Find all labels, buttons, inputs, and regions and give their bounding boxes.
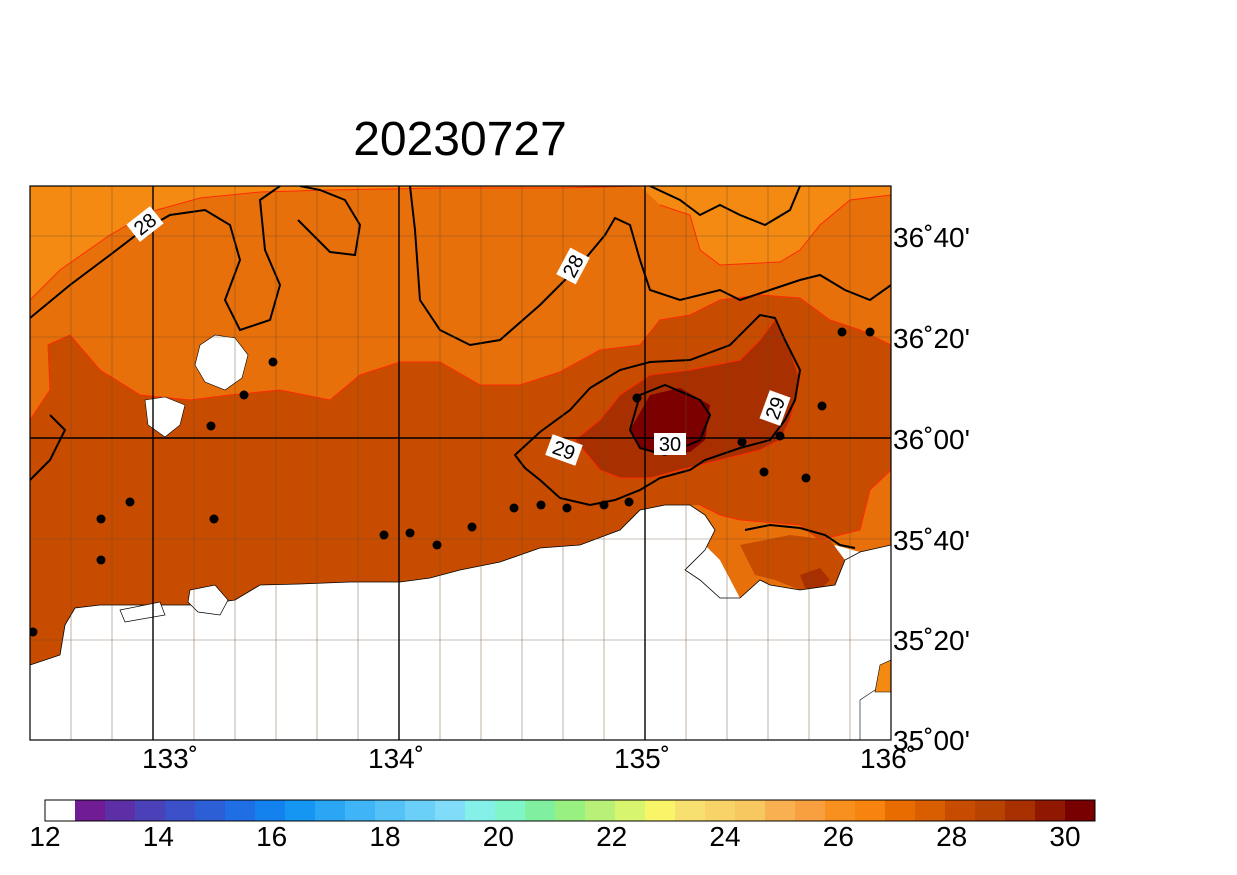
lake-2 xyxy=(144,396,186,438)
lake-3 xyxy=(859,689,891,740)
colorbar-tick-label: 18 xyxy=(369,821,400,852)
colorbar-cell xyxy=(225,800,256,821)
colorbar-cell xyxy=(615,800,646,821)
colorbar-frame xyxy=(44,799,1096,822)
map-title: 20230727 xyxy=(353,113,567,166)
shaded-field: 28 28 29 29 30 xyxy=(30,186,891,740)
colorbar-cell xyxy=(435,800,466,821)
colorbar-cell xyxy=(705,800,736,821)
colorbar-cell xyxy=(405,800,436,821)
colorbar-cell xyxy=(255,800,286,821)
colorbar-cell xyxy=(345,800,376,821)
colorbar-tick-label: 20 xyxy=(483,821,514,852)
colorbar-cell xyxy=(735,800,766,821)
contour-label-30: 30 xyxy=(654,433,686,456)
island xyxy=(119,601,166,623)
colorbar-tick-label: 12 xyxy=(29,821,60,852)
contour-lines xyxy=(30,186,891,549)
lat-label: 36˚20' xyxy=(893,323,970,354)
colorbar-cell xyxy=(495,800,526,821)
colorbar-cell xyxy=(135,800,166,821)
colorbar-cell xyxy=(1065,800,1096,821)
colorbar-cell xyxy=(195,800,226,821)
colorbar-tick-label: 24 xyxy=(709,821,740,852)
fine-gridlines xyxy=(30,186,891,740)
colorbar-cell xyxy=(915,800,946,821)
lat-label: 35˚40' xyxy=(893,525,970,556)
lon-label: 135˚ xyxy=(614,743,670,774)
colorbar-cell xyxy=(105,800,136,821)
colorbar xyxy=(44,799,1096,822)
colorbar-cell xyxy=(945,800,976,821)
longitude-labels: 133˚ 134˚ 135˚ 136˚ xyxy=(142,743,916,774)
lat-label: 36˚00' xyxy=(893,424,970,455)
colorbar-tick-label: 30 xyxy=(1049,821,1080,852)
station-markers xyxy=(30,327,875,637)
colorbar-cell xyxy=(795,800,826,821)
lon-label: 133˚ xyxy=(142,743,198,774)
lat-label: 36˚40' xyxy=(893,222,970,253)
colorbar-cell xyxy=(45,800,76,821)
colorbar-cell xyxy=(885,800,916,821)
colorbar-cell xyxy=(465,800,496,821)
lat-label: 35˚20' xyxy=(893,625,970,656)
colorbar-cell xyxy=(765,800,796,821)
colorbar-tick-label: 28 xyxy=(936,821,967,852)
colorbar-cell xyxy=(525,800,556,821)
colorbar-cell xyxy=(1035,800,1066,821)
colorbar-cell xyxy=(315,800,346,821)
colorbar-tick-label: 16 xyxy=(256,821,287,852)
colorbar-cell xyxy=(825,800,856,821)
lon-label: 134˚ xyxy=(368,743,424,774)
colorbar-cell xyxy=(975,800,1006,821)
svg-text:30: 30 xyxy=(659,434,681,456)
colorbar-cell xyxy=(585,800,616,821)
lat-label: 35˚00' xyxy=(893,725,970,756)
colorbar-cell xyxy=(1005,800,1036,821)
colorbar-cell xyxy=(555,800,586,821)
colorbar-cell xyxy=(75,800,106,821)
colorbar-cell xyxy=(285,800,316,821)
major-gridlines xyxy=(30,186,891,740)
colorbar-cell xyxy=(375,800,406,821)
plot-frame xyxy=(29,185,892,741)
colorbar-labels: 12 14 16 18 20 22 24 26 28 30 xyxy=(29,821,1080,852)
colorbar-tick-label: 22 xyxy=(596,821,627,852)
colorbar-tick-label: 14 xyxy=(143,821,174,852)
lon-label: 136˚ xyxy=(860,743,916,774)
colorbar-cell xyxy=(645,800,676,821)
colorbar-cell xyxy=(675,800,706,821)
colorbar-tick-label: 26 xyxy=(823,821,854,852)
colorbar-cell xyxy=(165,800,196,821)
colorbar-cell xyxy=(855,800,886,821)
latitude-labels: 36˚40' 36˚20' 36˚00' 35˚40' 35˚20' 35˚00… xyxy=(893,222,970,756)
